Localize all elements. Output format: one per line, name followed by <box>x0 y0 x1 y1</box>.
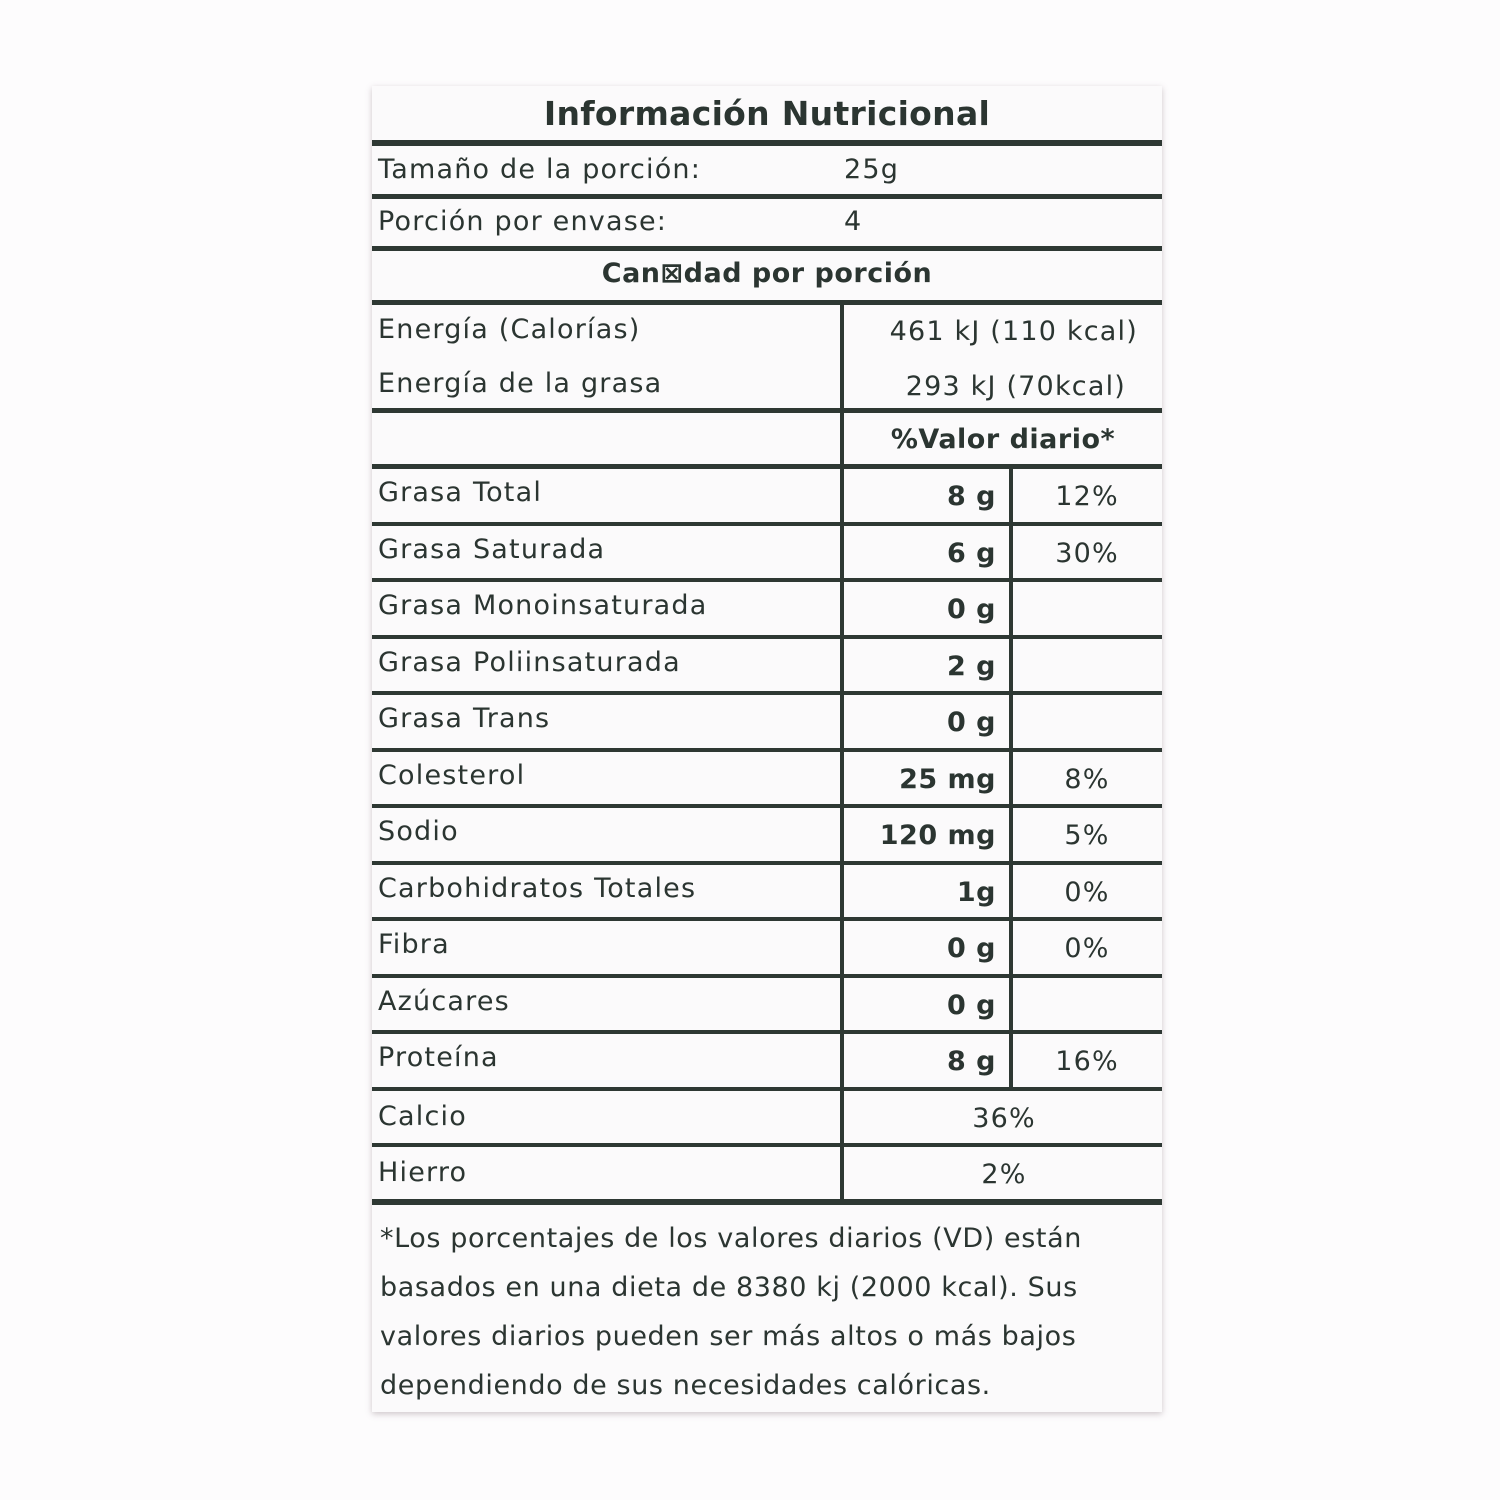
energy-label: Energía (Calorías) <box>378 314 641 345</box>
serving-size-value: 25g <box>844 154 900 185</box>
divider <box>372 804 1162 808</box>
divider <box>372 464 1162 469</box>
nutrient-label: Grasa Monoinsaturada <box>378 590 708 621</box>
nutrient-amount: 0 g <box>946 594 996 625</box>
nutrient-daily-value: 5% <box>1064 820 1110 851</box>
nutrient-daily-value: 8% <box>1064 763 1110 795</box>
nutrient-amount: 120 mg <box>879 820 996 851</box>
divider <box>372 246 1162 251</box>
divider <box>372 917 1162 921</box>
energy-value: 461 kJ (110 kcal) <box>889 316 1138 347</box>
footnote: *Los porcentajes de los valores diarios … <box>380 1223 1082 1401</box>
nutrient-amount: 6 g <box>946 537 996 569</box>
nutrient-label: Grasa Trans <box>378 703 551 734</box>
nutrient-daily-value: 0% <box>1064 933 1110 964</box>
nutrient-daily-value: 12% <box>1055 481 1119 512</box>
divider <box>372 140 1162 146</box>
servings-per-container-value: 4 <box>844 206 863 237</box>
column-divider <box>840 302 844 1203</box>
nutrient-label: Grasa Saturada <box>378 533 606 565</box>
divider <box>372 408 1162 413</box>
divider <box>372 300 1162 305</box>
amount-per-serving-header: Can⊠dad por porción <box>601 258 933 289</box>
nutrition-label: Información Nutricional Tamaño de la por… <box>372 86 1162 1412</box>
divider <box>372 1086 1162 1091</box>
divider <box>372 860 1162 865</box>
divider <box>372 194 1162 199</box>
servings-per-container-label: Porción por envase: <box>378 206 668 237</box>
nutrient-label: Proteína <box>378 1042 499 1073</box>
nutrient-label: Sodio <box>378 816 459 847</box>
mineral-label: Calcio <box>378 1100 467 1132</box>
serving-size-label: Tamaño de la porción: <box>378 154 702 185</box>
mineral-label: Hierro <box>378 1156 468 1188</box>
mineral-daily-value: 2% <box>981 1158 1027 1190</box>
nutrient-amount: 8 g <box>946 481 996 512</box>
nutrient-label: Fibra <box>378 929 450 960</box>
divider <box>372 973 1162 978</box>
mineral-daily-value: 36% <box>972 1102 1036 1134</box>
column-divider <box>1009 469 1013 1091</box>
nutrient-amount: 25 mg <box>899 763 996 795</box>
fat-energy-value: 293 kJ (70kcal) <box>905 371 1126 402</box>
divider <box>372 691 1162 695</box>
nutrient-label: Colesterol <box>378 759 526 791</box>
divider <box>372 521 1162 526</box>
nutrient-amount: 8 g <box>946 1046 996 1077</box>
nutrient-daily-value: 0% <box>1064 876 1110 908</box>
nutrient-label: Azúcares <box>378 985 510 1017</box>
divider <box>372 578 1162 582</box>
divider <box>372 1198 1162 1205</box>
nutrient-amount: 0 g <box>946 707 996 738</box>
nutrient-amount: 0 g <box>946 933 996 964</box>
nutrient-label: Grasa Total <box>378 477 543 508</box>
nutrient-daily-value: 16% <box>1055 1046 1119 1077</box>
nutrient-amount: 2 g <box>946 650 996 682</box>
divider <box>372 634 1162 639</box>
divider <box>372 747 1162 752</box>
divider <box>372 1030 1162 1034</box>
daily-value-header: %Valor diario* <box>890 424 1116 455</box>
nutrient-amount: 1g <box>956 876 996 908</box>
nutrient-daily-value: 30% <box>1055 537 1119 569</box>
fat-energy-label: Energía de la grasa <box>378 368 663 399</box>
divider <box>372 1142 1162 1147</box>
label-title: Información Nutricional <box>543 94 991 133</box>
nutrient-label: Grasa Poliinsaturada <box>378 646 681 678</box>
nutrient-label: Carbohidratos Totales <box>378 872 697 904</box>
nutrient-amount: 0 g <box>946 989 996 1021</box>
